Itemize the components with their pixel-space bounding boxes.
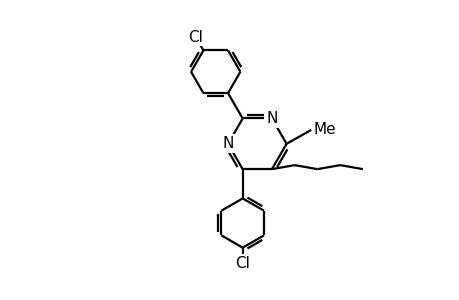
Text: Cl: Cl	[235, 256, 250, 271]
Text: Cl: Cl	[188, 30, 203, 45]
Text: Me: Me	[313, 122, 336, 137]
Text: N: N	[266, 111, 277, 126]
Text: N: N	[222, 136, 233, 151]
